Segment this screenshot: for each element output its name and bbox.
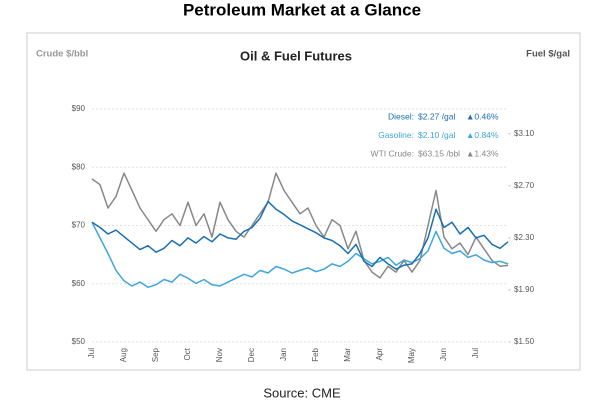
legend-price: $2.27 /gal xyxy=(418,111,455,121)
y-tick-label: $80 xyxy=(72,162,86,171)
legend-name: WTI Crude: xyxy=(371,148,414,158)
x-tick-label: Jul xyxy=(87,348,96,358)
x-tick-label: Feb xyxy=(311,347,320,361)
y-tick-label: $70 xyxy=(72,221,86,230)
legend-change: ▲0.46% xyxy=(466,111,499,121)
legend-name: Gasoline: xyxy=(378,130,414,140)
chart-title: Oil & Fuel Futures xyxy=(240,48,352,63)
legend-name: Diesel: xyxy=(388,111,414,121)
x-tick-label: Apr xyxy=(375,348,384,361)
y-tick-label: $50 xyxy=(72,337,86,346)
series-line xyxy=(91,200,509,270)
y2-axis-label: Fuel $/gal xyxy=(526,49,570,60)
x-tick-label: Sep xyxy=(151,347,160,362)
page-title: Petroleum Market at a Glance xyxy=(183,0,421,19)
series-line xyxy=(91,172,509,279)
y-tick-label: $90 xyxy=(72,104,86,113)
legend-price: $63.15 /bbl xyxy=(418,148,460,158)
y2-tick-label: $2.70 xyxy=(514,181,535,190)
y2-tick-label: $2.30 xyxy=(514,233,535,242)
legend-price: $2.10 /gal xyxy=(418,130,455,140)
series-line xyxy=(91,221,509,289)
x-tick-label: Jul xyxy=(471,348,480,358)
x-tick-label: Nov xyxy=(215,348,224,362)
y2-tick-label: $3.10 xyxy=(514,129,535,138)
y-axis-label: Crude $/bbl xyxy=(36,49,88,60)
x-tick-label: Jun xyxy=(439,348,448,361)
x-tick-label: Mar xyxy=(343,348,352,362)
x-tick-label: Jan xyxy=(279,348,288,361)
y2-tick-label: $1.90 xyxy=(514,285,535,294)
legend-change: ▲1.43% xyxy=(466,148,499,158)
x-tick-label: May xyxy=(407,348,416,363)
legend-change: ▲0.84% xyxy=(466,130,499,140)
x-tick-label: Oct xyxy=(183,347,192,360)
source: Source: CME xyxy=(263,385,341,400)
x-tick-label: Aug xyxy=(119,348,128,362)
y2-tick-label: $1.50 xyxy=(514,337,535,346)
chart-frame xyxy=(26,32,581,371)
y-tick-label: $60 xyxy=(72,279,86,288)
x-tick-label: Dec xyxy=(247,348,256,362)
